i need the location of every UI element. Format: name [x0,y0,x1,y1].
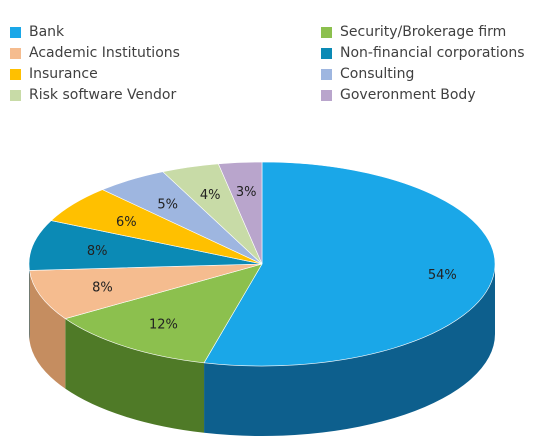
pie-slice-2 [29,263,263,319]
data-label-2: 8% [92,281,113,296]
legend-label: Non-financial corporations [340,45,525,61]
data-label-7: 3% [236,185,257,200]
data-label-3: 8% [87,244,108,259]
pie-side-0 [204,264,496,436]
data-label-5: 5% [157,197,178,212]
legend-item-security: Security/Brokerage firm [321,23,506,41]
legend-swatch [10,89,21,101]
data-label-6: 4% [200,188,221,203]
legend-label: Consulting [340,66,415,82]
data-label-0: 54% [428,268,457,283]
legend: Bank Academic Institutions Insurance Ris… [0,0,533,110]
pie-slice-0 [203,161,496,367]
legend-swatch [10,26,21,38]
legend-item-bank: Bank [10,23,64,41]
legend-item-risk-software: Risk software Vendor [10,86,176,104]
pie-slice-1 [64,263,263,364]
legend-item-non-financial: Non-financial corporations [321,44,525,62]
pie-slice-7 [217,161,263,265]
legend-label: Academic Institutions [29,45,180,61]
legend-swatch [321,26,332,38]
legend-item-government: Goveronment Body [321,86,476,104]
legend-item-academic: Academic Institutions [10,44,180,62]
data-label-1: 12% [149,317,178,332]
legend-swatch [321,47,332,59]
data-label-4: 6% [116,215,137,230]
pie-side-2 [29,270,66,389]
legend-label: Goveronment Body [340,87,476,103]
pie-sides [29,264,496,436]
pie-side-1 [65,318,205,433]
legend-swatch [321,89,332,101]
legend-label: Bank [29,24,65,40]
legend-label: Security/Brokerage firm [340,24,507,40]
legend-label: Insurance [29,66,98,82]
pie-slices [28,161,496,367]
legend-swatch [321,68,332,80]
legend-item-consulting: Consulting [321,65,414,83]
pie-slice-3 [28,220,263,271]
legend-swatch [10,47,21,59]
legend-item-insurance: Insurance [10,65,98,83]
pie-data-labels: 54% 12% 8% 8% 6% 5% 4% 3% [87,185,457,333]
legend-label: Risk software Vendor [29,87,177,103]
legend-swatch [10,68,21,80]
